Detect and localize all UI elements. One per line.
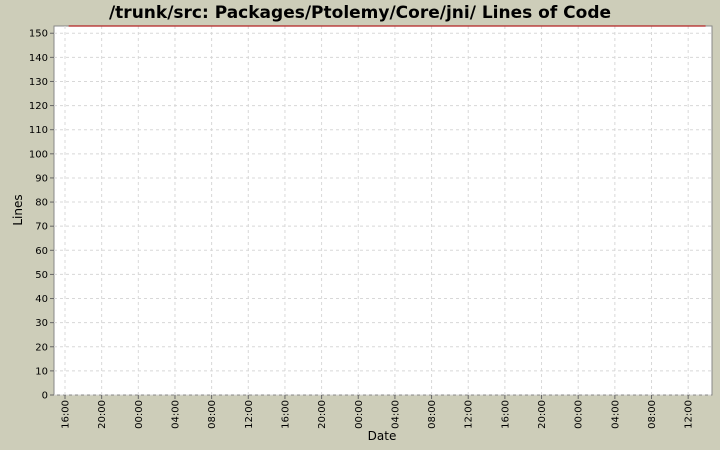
x-tick-label: 16:00 [500,400,511,429]
x-tick-label: 00:00 [574,400,585,429]
x-axis-label: Date [368,429,397,443]
x-tick-label: 08:00 [207,400,218,429]
x-tick-label: 20:00 [317,400,328,429]
y-axis-ticks: 0 10 20 30 40 50 60 70 80 90 100 110 120 130 140 150 [29,29,54,402]
y-axis-label: Lines [11,194,25,225]
y-tick-label: 50 [35,270,48,281]
x-tick-label: 08:00 [647,400,658,429]
plot-area [53,25,713,396]
x-axis-ticks: 16:00 20:00 00:00 04:00 08:00 12:00 16:00 20:00… [60,395,695,429]
y-tick-label: 90 [35,173,48,184]
y-tick-label: 100 [29,149,48,160]
x-tick-label: 04:00 [610,400,621,429]
x-tick-label: 16:00 [280,400,291,429]
y-tick-label: 0 [42,391,48,402]
x-tick-label: 16:00 [60,400,71,429]
y-tick-label: 60 [35,246,48,257]
x-tick-label: 12:00 [464,400,475,429]
x-tick-label: 04:00 [390,400,401,429]
chart-title: /trunk/src: Packages/Ptolemy/Core/jni/ L… [109,3,611,23]
x-tick-label: 20:00 [537,400,548,429]
x-tick-label: 00:00 [134,400,145,429]
y-tick-label: 120 [29,101,48,112]
y-tick-label: 150 [29,29,48,40]
y-tick-label: 30 [35,318,48,329]
y-tick-label: 130 [29,77,48,88]
y-tick-label: 110 [29,125,48,136]
x-tick-label: 04:00 [170,400,181,429]
x-tick-label: 20:00 [97,400,108,429]
x-tick-label: 08:00 [427,400,438,429]
y-tick-label: 70 [35,222,48,233]
y-tick-label: 80 [35,198,48,209]
y-tick-label: 40 [35,294,48,305]
y-tick-label: 140 [29,53,48,64]
grid-lines [54,26,712,396]
x-tick-label: 00:00 [354,400,365,429]
x-tick-label: 12:00 [684,400,695,429]
x-tick-label: 12:00 [244,400,255,429]
y-tick-label: 20 [35,342,48,353]
y-tick-label: 10 [35,366,48,377]
